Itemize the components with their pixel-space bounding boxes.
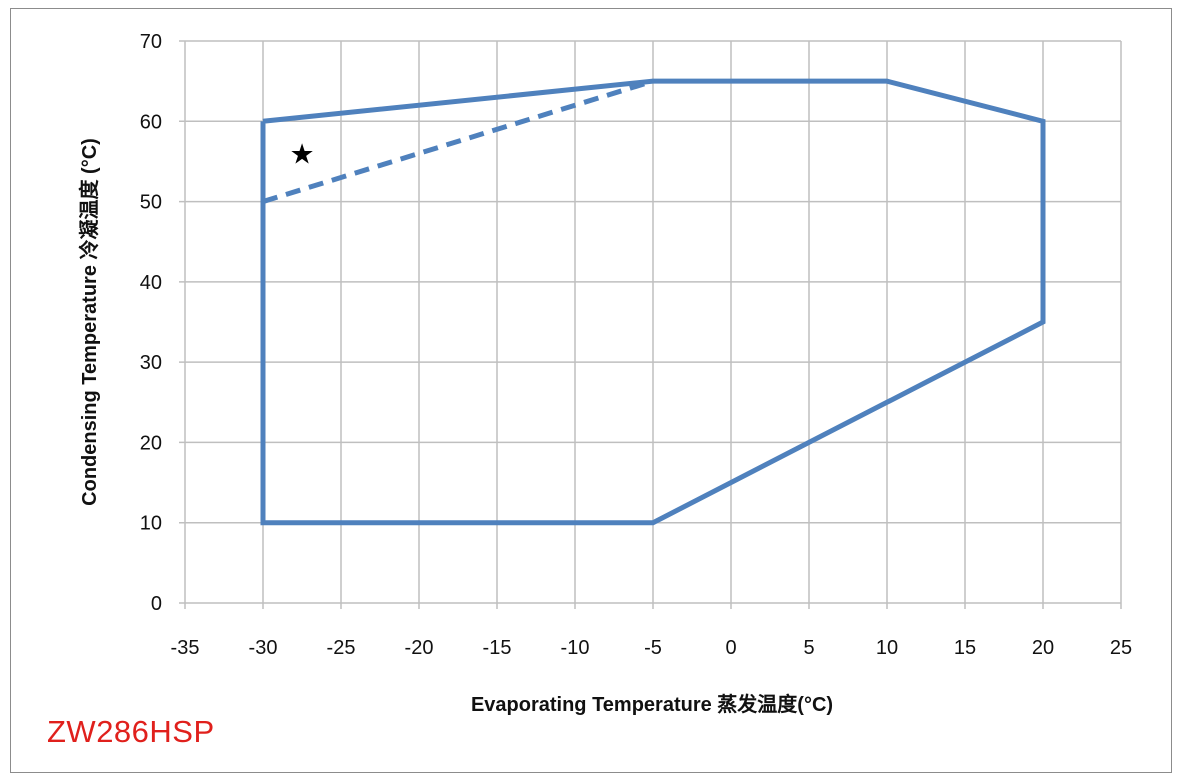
x-tick-label: -10 (561, 637, 590, 659)
x-tick-label: 20 (1032, 637, 1054, 659)
x-tick-label: -35 (171, 637, 200, 659)
x-tick-label: 5 (803, 637, 814, 659)
y-tick-label: 60 (140, 111, 162, 133)
y-tick-label: 30 (140, 352, 162, 374)
y-tick-label: 70 (140, 31, 162, 53)
x-tick-labels: -35 -30 -25 -20 -15 -10 -5 0 5 10 15 20 25 (171, 637, 1133, 659)
x-tick-label: -15 (483, 637, 512, 659)
star-marker: ★ (289, 137, 314, 170)
marker-layer: ★ (289, 137, 314, 170)
dashed-envelope-line (262, 78, 654, 204)
x-tick-label: -25 (327, 637, 356, 659)
x-tick-label: -5 (644, 637, 662, 659)
x-tick-label: 25 (1110, 637, 1132, 659)
x-tick-label: -30 (249, 637, 278, 659)
x-tick-label: 15 (954, 637, 976, 659)
y-tick-label: 50 (140, 192, 162, 214)
y-tick-label: 0 (151, 593, 162, 615)
x-axis-title: Evaporating Temperature 蒸发温度(°C) (471, 692, 833, 716)
series-layer (260, 78, 1046, 526)
y-tick-label: 10 (140, 513, 162, 535)
envelope-boundary-line (260, 78, 1046, 526)
y-tick-label: 40 (140, 272, 162, 294)
model-label: ZW286HSP (47, 714, 215, 749)
x-tick-label: 10 (876, 637, 898, 659)
x-tick-label: 0 (725, 637, 736, 659)
y-tick-label: 20 (140, 432, 162, 454)
y-tick-labels: 0 10 20 30 40 50 60 70 (140, 31, 162, 615)
y-axis-title: Condensing Temperature 冷凝温度 (°C) (77, 138, 101, 506)
x-tick-label: -20 (405, 637, 434, 659)
